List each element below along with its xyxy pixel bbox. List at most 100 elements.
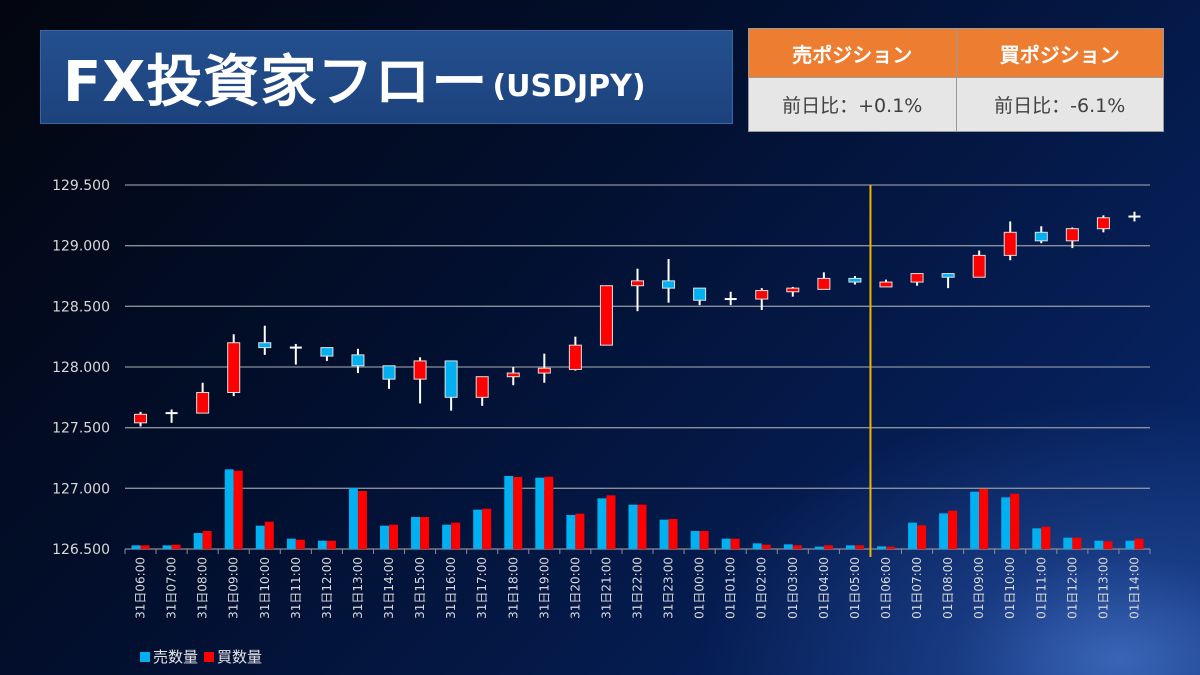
x-tick-label: 31日14:00: [382, 557, 396, 619]
sell-volume-bar: [255, 525, 265, 549]
x-tick-label: 31日09:00: [227, 557, 241, 619]
buy-volume-bar: [730, 538, 740, 549]
sell-volume-bar: [1063, 537, 1073, 549]
sell-volume-bar: [939, 513, 949, 549]
buy-volume-bar: [761, 544, 771, 549]
candle-body: [475, 376, 489, 398]
buy-volume-bar: [948, 510, 958, 549]
sell-volume-bar: [1125, 540, 1135, 549]
title-panel: FX投資家フロー (USDJPY): [40, 30, 733, 124]
x-tick-label: 31日17:00: [475, 557, 489, 619]
candle-body: [941, 273, 955, 278]
x-tick-label: 01日11:00: [1034, 557, 1048, 619]
candle-body: [444, 360, 458, 398]
x-tick-label: 31日12:00: [320, 557, 334, 619]
sell-volume-bar: [752, 543, 762, 549]
sell-volume-bar: [1094, 540, 1104, 549]
x-tick-label: 31日21:00: [599, 557, 613, 619]
y-tick-label: 129.500: [52, 178, 110, 194]
x-tick-label: 01日08:00: [941, 557, 955, 619]
x-tick-label: 31日19:00: [537, 557, 551, 619]
legend-sell-volume: 売数量: [153, 648, 199, 666]
x-tick-label: 01日02:00: [755, 557, 769, 619]
buy-volume-bar: [233, 470, 243, 549]
sell-volume-bar: [721, 538, 731, 549]
candle-body: [382, 365, 396, 380]
x-tick-label: 01日03:00: [786, 557, 800, 619]
buy-volume-bar: [1103, 541, 1113, 549]
x-tick-label: 31日10:00: [258, 557, 272, 619]
sell-volume-bar: [1032, 528, 1042, 549]
x-tick-label: 31日18:00: [506, 557, 520, 619]
buy-volume-bar: [668, 519, 678, 549]
candle-body: [693, 287, 707, 301]
buy-volume-swatch: [204, 651, 215, 662]
sell-volume-bar: [876, 546, 886, 549]
x-tick-label: 01日06:00: [879, 557, 893, 619]
sell-position-change: 前日比：+0.1%: [748, 77, 957, 132]
buy-volume-bar: [792, 545, 802, 549]
x-tick-label: 31日06:00: [134, 557, 148, 619]
x-tick-label: 31日16:00: [444, 557, 458, 619]
sell-volume-bar: [317, 540, 327, 549]
x-tick-label: 31日15:00: [413, 557, 427, 619]
candle-body: [134, 413, 148, 424]
sell-volume-bar: [162, 545, 172, 549]
candle-body: [506, 372, 520, 378]
sell-volume-bar: [690, 531, 700, 549]
sell-volume-bar: [535, 477, 545, 549]
y-tick-label: 128.000: [52, 360, 110, 376]
buy-volume-bar: [823, 545, 833, 549]
sell-volume-bar: [131, 545, 141, 549]
sell-volume-bar: [566, 515, 576, 549]
y-tick-label: 126.500: [52, 542, 110, 558]
y-tick-label: 129.000: [52, 239, 110, 255]
candle-body: [817, 277, 831, 290]
sell-position-header: 売ポジション: [748, 28, 957, 78]
buy-volume-bar: [917, 525, 927, 549]
buy-volume-bar: [1134, 538, 1144, 549]
y-tick-label: 127.000: [52, 481, 110, 497]
candle-body: [662, 280, 676, 289]
sell-volume-bar: [597, 498, 607, 549]
sell-volume-bar: [845, 545, 855, 549]
y-tick-label: 127.500: [52, 421, 110, 437]
buy-volume-bar: [1041, 526, 1051, 549]
x-tick-label: 01日09:00: [972, 557, 986, 619]
sell-volume-bar: [1001, 497, 1011, 549]
candle-body: [1096, 217, 1110, 230]
buy-volume-bar: [295, 539, 305, 549]
buy-volume-bar: [513, 477, 523, 549]
x-tick-label: 01日13:00: [1096, 557, 1110, 619]
candle-body: [879, 281, 893, 288]
buy-volume-bar: [699, 531, 709, 549]
legend: 売数量 買数量: [140, 646, 262, 667]
sell-volume-bar: [659, 519, 669, 549]
sell-volume-bar: [473, 509, 483, 549]
buy-volume-bar: [264, 521, 274, 549]
x-tick-label: 31日23:00: [662, 557, 676, 619]
x-tick-label: 01日00:00: [693, 557, 707, 619]
x-tick-label: 01日10:00: [1003, 557, 1017, 619]
candle-body: [786, 287, 800, 293]
buy-volume-bar: [606, 495, 616, 549]
buy-volume-bar: [1072, 537, 1082, 549]
buy-position-change: 前日比：-6.1%: [955, 77, 1164, 132]
candle-body: [568, 344, 582, 370]
legend-buy-volume: 買数量: [217, 648, 263, 666]
x-tick-label: 31日20:00: [568, 557, 582, 619]
x-tick-label: 31日11:00: [289, 557, 303, 619]
buy-volume-bar: [885, 546, 895, 549]
candle-body: [1003, 231, 1017, 256]
sell-volume-bar: [380, 525, 390, 549]
buy-volume-bar: [451, 522, 461, 549]
candle-body: [258, 342, 272, 349]
sell-volume-bar: [348, 488, 358, 549]
x-tick-label: 01日01:00: [724, 557, 738, 619]
candle-body: [413, 360, 427, 380]
buy-volume-bar: [420, 517, 430, 549]
sell-volume-bar: [193, 533, 203, 549]
buy-volume-bar: [202, 531, 212, 549]
sell-volume-bar: [814, 546, 824, 549]
buy-volume-bar: [1010, 493, 1020, 549]
